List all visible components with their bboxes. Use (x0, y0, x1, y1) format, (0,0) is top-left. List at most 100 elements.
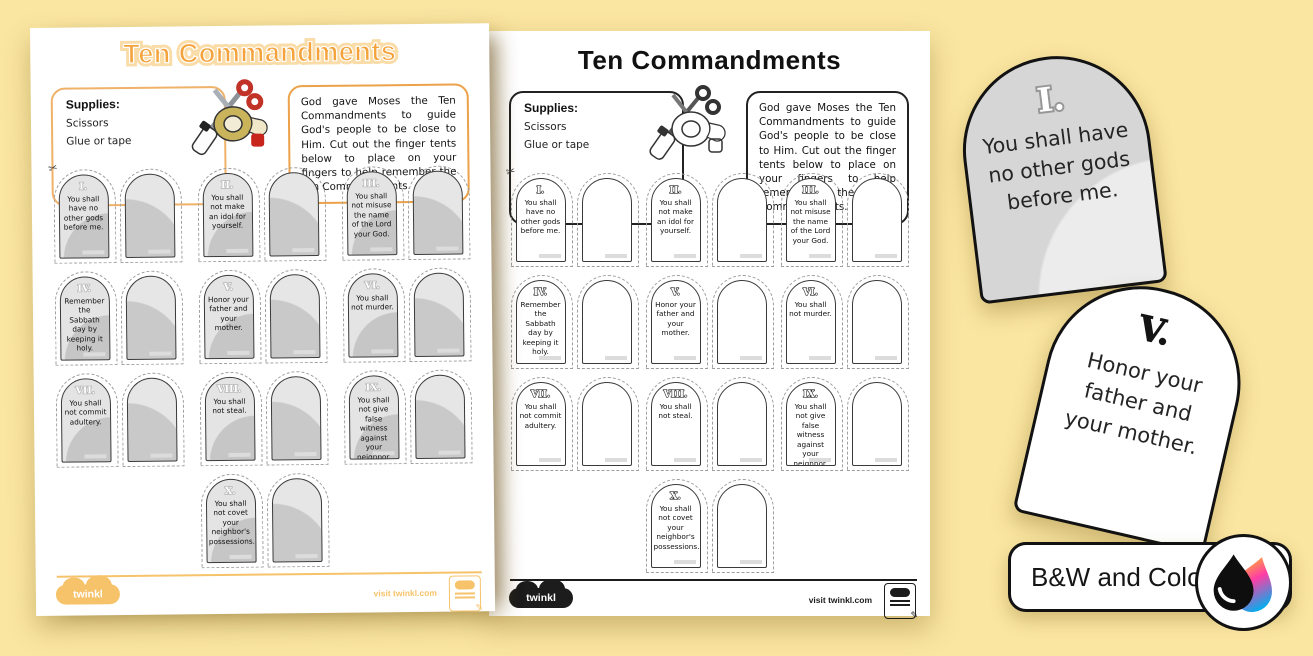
tablet-with-text: II. You shall not make an idol for yourse… (650, 178, 701, 262)
watermark-bar (293, 452, 316, 457)
tent-half-right (262, 166, 326, 262)
watermark-bar (370, 349, 393, 354)
badge-cloud-icon (890, 588, 910, 597)
tent-half-right (846, 377, 909, 471)
finger-tent: II. You shall not make an idol for yourse… (645, 173, 774, 269)
craft-supplies-icon (649, 83, 729, 165)
watermark-bar (604, 356, 627, 360)
finger-tent: VII. You shall not commit adultery. (510, 377, 639, 473)
tent-half-left: IV. Remember the Sabbath day by keeping i… (54, 271, 118, 366)
twinkl-logo: twinkl (509, 579, 573, 608)
badge-line (454, 592, 475, 595)
tent-half-right (266, 472, 330, 568)
tablet-blank (851, 280, 902, 364)
badge-line (454, 596, 475, 599)
finger-tent: VII. You shall not commit adultery. (55, 372, 185, 469)
tablet-numeral: IV. (533, 286, 548, 298)
tablet-commandment-text: Remember the Sabbath day by keeping it h… (64, 296, 105, 353)
tablet-numeral: X. (670, 490, 682, 502)
watermark-bar (226, 350, 249, 355)
tablet-blank (581, 178, 632, 262)
tent-half-right (711, 479, 774, 573)
finger-tent: VI. You shall not murder. (342, 267, 472, 364)
tent-half-left: VI. You shall not murder. (342, 268, 406, 363)
twinkl-logo-text: twinkl (72, 588, 103, 601)
finger-tent: ✂ I. You shall have no other gods before m… (46, 161, 182, 265)
tent-half-left: VI. You shall not murder. (780, 275, 843, 369)
tent-half-right (406, 165, 470, 261)
tablet-numeral: VI. (364, 280, 381, 293)
tent-half-left: III. You shall not misuse the name of the… (780, 173, 843, 267)
tablet-blank (581, 382, 632, 466)
supply-item: Scissors (524, 121, 567, 133)
badge-line (890, 604, 910, 606)
tablet-numeral: VIII. (663, 388, 688, 400)
finger-tent: III. You shall not misuse the name of the… (780, 173, 909, 269)
tent-half-right (408, 267, 472, 363)
tablet-blank (126, 377, 178, 463)
tablet-numeral: VII. (530, 388, 551, 400)
supply-item: Glue or tape (524, 139, 590, 151)
tent-half-right (711, 275, 774, 369)
tablet-blank (125, 275, 176, 361)
header-boxes: Supplies: Scissors Glue or tape (50, 79, 470, 208)
tent-half-right (711, 173, 774, 267)
tablet-numeral: II. (220, 179, 234, 192)
tablet-with-text: I. You shall have no other gods before me… (515, 178, 566, 262)
tablet-with-text: V. Honor your father and your mother. (650, 280, 701, 364)
watermark-bar (225, 248, 248, 253)
tablet-commandment-text: You shall not make an idol for yourself. (208, 192, 246, 231)
tablet-numeral: I. (536, 184, 545, 196)
pencil-icon: ✎ (475, 603, 484, 614)
tablet-numeral: II. (669, 184, 682, 196)
tablet-blank (413, 272, 464, 357)
tablet-numeral: III. (362, 178, 380, 191)
tablet-commandment-text: You shall have no other gods before me. (520, 198, 561, 236)
tablet-numeral: I. (78, 181, 88, 194)
tablet-with-text: VIII. You shall not steal. (204, 376, 256, 462)
watermark-bar (82, 352, 105, 357)
ink-droplet-icon (1195, 534, 1292, 631)
finger-tent: IX. You shall not give false witness agai… (780, 377, 909, 473)
footer-divider (56, 571, 482, 578)
tablet-commandment-text: You shall not murder. (351, 293, 394, 313)
tablet-numeral: VI. (802, 286, 819, 298)
tent-half-left: IV. Remember the Sabbath day by keeping i… (510, 275, 573, 369)
finger-tent: IV. Remember the Sabbath day by keeping i… (54, 270, 184, 367)
tent-half-right (846, 275, 909, 369)
tablet-with-text: VII. You shall not commit adultery. (515, 382, 566, 466)
craft-supplies-icon (191, 77, 272, 160)
tablet-commandment-text: You shall not covet your neighbor's poss… (653, 504, 700, 551)
tent-half-right (711, 377, 774, 471)
tent-half-left: IX. You shall not give false witness agai… (780, 377, 843, 471)
cutout-text: You shall have no other gods before me. (981, 117, 1132, 215)
watermark-bar (739, 356, 762, 360)
tablet-blank (716, 178, 767, 262)
finger-tent: IV. Remember the Sabbath day by keeping i… (510, 275, 639, 371)
watermark-bar (874, 254, 897, 258)
tablet-blank (716, 382, 767, 466)
watermark-bar (369, 247, 392, 252)
tablet-with-text: III. You shall not misuse the name of the… (785, 178, 836, 262)
watermark-bar (604, 254, 627, 258)
watermark-bar (673, 560, 696, 564)
finger-tents-grid: ✂ I. You shall have no other gods before m… (504, 164, 909, 575)
tablet-with-text: II. You shall not make an idol for yourse… (202, 172, 253, 258)
watermark-bar (673, 458, 696, 462)
tent-half-right (576, 173, 639, 267)
tablet-blank (269, 273, 320, 359)
tablet-commandment-text: You shall not covet your neighbor's poss… (208, 498, 255, 547)
watermark-bar (81, 250, 104, 255)
tablet-with-text: I. You shall have no other gods before me… (58, 174, 109, 259)
tent-half-left: V. Honor your father and your mother. (198, 269, 262, 365)
watermark-bar (808, 356, 831, 360)
tent-half-left: VII. You shall not commit adultery. (55, 373, 119, 468)
tablet-blank (271, 477, 323, 563)
tablet-blank (124, 173, 175, 259)
tablet-commandment-text: Honor your father and your mother. (207, 294, 249, 333)
watermark-bar (739, 458, 762, 462)
tablet-numeral: V. (223, 281, 234, 294)
watermark-bar (808, 458, 831, 462)
watermark-bar (739, 254, 762, 258)
